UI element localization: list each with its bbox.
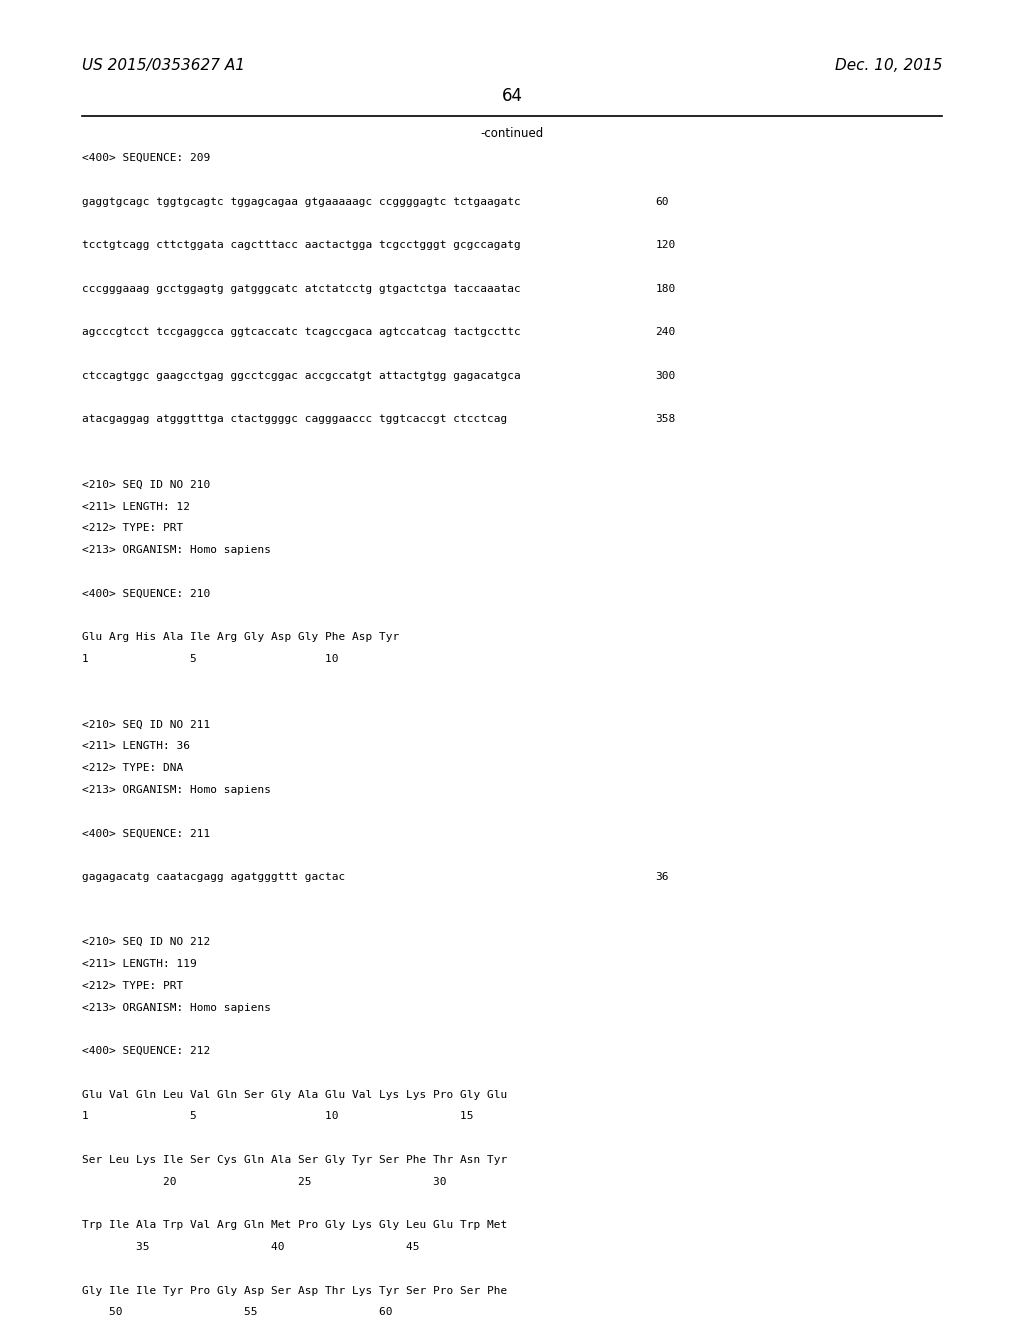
Text: 60: 60 bbox=[655, 197, 669, 207]
Text: 300: 300 bbox=[655, 371, 676, 381]
Text: US 2015/0353627 A1: US 2015/0353627 A1 bbox=[82, 58, 245, 73]
Text: 35                  40                  45: 35 40 45 bbox=[82, 1242, 420, 1253]
Text: 50                  55                  60: 50 55 60 bbox=[82, 1307, 392, 1317]
Text: 120: 120 bbox=[655, 240, 676, 251]
Text: <211> LENGTH: 36: <211> LENGTH: 36 bbox=[82, 741, 189, 751]
Text: 36: 36 bbox=[655, 871, 669, 882]
Text: 20                  25                  30: 20 25 30 bbox=[82, 1176, 446, 1187]
Text: -continued: -continued bbox=[480, 127, 544, 140]
Text: ctccagtggc gaagcctgag ggcctcggac accgccatgt attactgtgg gagacatgca: ctccagtggc gaagcctgag ggcctcggac accgcca… bbox=[82, 371, 520, 381]
Text: gagagacatg caatacgagg agatgggttt gactac: gagagacatg caatacgagg agatgggttt gactac bbox=[82, 871, 345, 882]
Text: 358: 358 bbox=[655, 414, 676, 425]
Text: 180: 180 bbox=[655, 284, 676, 294]
Text: <400> SEQUENCE: 210: <400> SEQUENCE: 210 bbox=[82, 589, 210, 599]
Text: Gly Ile Ile Tyr Pro Gly Asp Ser Asp Thr Lys Tyr Ser Pro Ser Phe: Gly Ile Ile Tyr Pro Gly Asp Ser Asp Thr … bbox=[82, 1286, 507, 1296]
Text: cccgggaaag gcctggagtg gatgggcatc atctatcctg gtgactctga taccaaatac: cccgggaaag gcctggagtg gatgggcatc atctatc… bbox=[82, 284, 520, 294]
Text: Dec. 10, 2015: Dec. 10, 2015 bbox=[835, 58, 942, 73]
Text: <400> SEQUENCE: 212: <400> SEQUENCE: 212 bbox=[82, 1045, 210, 1056]
Text: <212> TYPE: PRT: <212> TYPE: PRT bbox=[82, 981, 183, 991]
Text: 1               5                   10: 1 5 10 bbox=[82, 653, 338, 664]
Text: <211> LENGTH: 12: <211> LENGTH: 12 bbox=[82, 502, 189, 512]
Text: <212> TYPE: DNA: <212> TYPE: DNA bbox=[82, 763, 183, 774]
Text: <213> ORGANISM: Homo sapiens: <213> ORGANISM: Homo sapiens bbox=[82, 545, 271, 556]
Text: <212> TYPE: PRT: <212> TYPE: PRT bbox=[82, 523, 183, 533]
Text: 1               5                   10                  15: 1 5 10 15 bbox=[82, 1111, 473, 1122]
Text: Trp Ile Ala Trp Val Arg Gln Met Pro Gly Lys Gly Leu Glu Trp Met: Trp Ile Ala Trp Val Arg Gln Met Pro Gly … bbox=[82, 1220, 507, 1230]
Text: Glu Arg His Ala Ile Arg Gly Asp Gly Phe Asp Tyr: Glu Arg His Ala Ile Arg Gly Asp Gly Phe … bbox=[82, 632, 399, 643]
Text: tcctgtcagg cttctggata cagctttacc aactactgga tcgcctgggt gcgccagatg: tcctgtcagg cttctggata cagctttacc aactact… bbox=[82, 240, 520, 251]
Text: Glu Val Gln Leu Val Gln Ser Gly Ala Glu Val Lys Lys Pro Gly Glu: Glu Val Gln Leu Val Gln Ser Gly Ala Glu … bbox=[82, 1089, 507, 1100]
Text: <211> LENGTH: 119: <211> LENGTH: 119 bbox=[82, 958, 197, 969]
Text: Ser Leu Lys Ile Ser Cys Gln Ala Ser Gly Tyr Ser Phe Thr Asn Tyr: Ser Leu Lys Ile Ser Cys Gln Ala Ser Gly … bbox=[82, 1155, 507, 1166]
Text: <400> SEQUENCE: 209: <400> SEQUENCE: 209 bbox=[82, 153, 210, 164]
Text: atacgaggag atgggtttga ctactggggc cagggaaccc tggtcaccgt ctcctcag: atacgaggag atgggtttga ctactggggc cagggaa… bbox=[82, 414, 507, 425]
Text: <210> SEQ ID NO 212: <210> SEQ ID NO 212 bbox=[82, 937, 210, 948]
Text: <210> SEQ ID NO 211: <210> SEQ ID NO 211 bbox=[82, 719, 210, 730]
Text: <400> SEQUENCE: 211: <400> SEQUENCE: 211 bbox=[82, 828, 210, 838]
Text: <213> ORGANISM: Homo sapiens: <213> ORGANISM: Homo sapiens bbox=[82, 784, 271, 795]
Text: 64: 64 bbox=[502, 87, 522, 106]
Text: agcccgtcct tccgaggcca ggtcaccatc tcagccgaca agtccatcag tactgccttc: agcccgtcct tccgaggcca ggtcaccatc tcagccg… bbox=[82, 327, 520, 338]
Text: 240: 240 bbox=[655, 327, 676, 338]
Text: <213> ORGANISM: Homo sapiens: <213> ORGANISM: Homo sapiens bbox=[82, 1002, 271, 1012]
Text: <210> SEQ ID NO 210: <210> SEQ ID NO 210 bbox=[82, 479, 210, 490]
Text: gaggtgcagc tggtgcagtc tggagcagaa gtgaaaaagc ccggggagtc tctgaagatc: gaggtgcagc tggtgcagtc tggagcagaa gtgaaaa… bbox=[82, 197, 520, 207]
